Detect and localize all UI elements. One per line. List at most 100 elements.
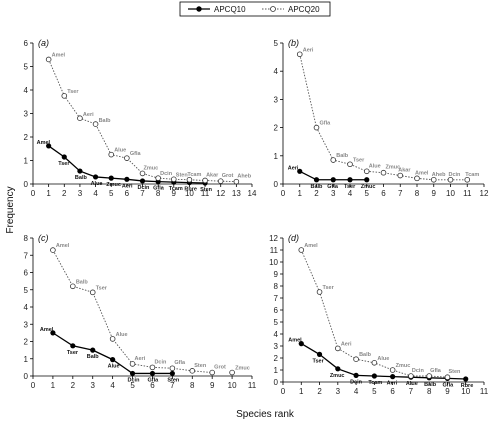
y-tick-label: 3 (274, 95, 279, 104)
point-label-apcq10: Gfla (153, 186, 165, 192)
x-tick-label: 8 (415, 189, 420, 198)
point-label-apcq10: Gfla (327, 184, 339, 190)
point-label-apcq20: Aheb (237, 174, 251, 180)
point-apcq20 (186, 176, 193, 183)
point-label-apcq20: Alue (114, 148, 126, 154)
x-tick-label: 3 (91, 381, 96, 390)
point-label-apcq20: Gfla (320, 121, 332, 127)
point-apcq20 (313, 124, 320, 131)
x-tick-label: 3 (336, 387, 341, 396)
panel-label: (c) (38, 233, 49, 243)
point-apcq10 (92, 174, 99, 180)
point-label-apcq20: Amel (304, 243, 318, 249)
x-tick-label: 6 (125, 189, 130, 198)
point-label-apcq10: Dcin (128, 377, 141, 383)
x-tick-label: 2 (71, 381, 76, 390)
x-tick-label: 0 (281, 387, 286, 396)
y-tick-label: 5 (274, 318, 279, 327)
panel-2: 0 1 2 3 4 5 6 7 8 0 1 2 3 4 5 6 7 8 9 10 11 (c) Amel Tser Balb Al… (24, 233, 257, 390)
x-tick-label: 0 (281, 189, 286, 198)
point-apcq20 (209, 369, 215, 376)
point-apcq20 (414, 175, 420, 182)
point-apcq20 (363, 168, 370, 175)
y-tick-label: 2 (274, 124, 279, 133)
point-apcq20 (139, 170, 146, 177)
y-tick-label: 6 (24, 269, 29, 278)
point-label-apcq20: Aeri (83, 112, 94, 118)
point-apcq20 (233, 178, 240, 185)
y-tick-label: 4 (274, 67, 279, 76)
x-tick-label: 0 (31, 381, 36, 390)
point-apcq10 (371, 373, 377, 379)
point-apcq20 (89, 289, 96, 296)
y-tick-label: 2 (24, 338, 29, 347)
point-apcq20 (426, 373, 432, 379)
point-label-apcq20: Sten (194, 363, 207, 369)
point-label-apcq20: Amel (52, 52, 66, 58)
point-label-apcq10: Dcin (350, 379, 363, 385)
y-tick-label: 0 (274, 378, 279, 387)
x-tick-label: 3 (331, 189, 336, 198)
x-tick-label: 2 (314, 189, 319, 198)
point-apcq20 (380, 169, 387, 176)
point-apcq20 (347, 161, 353, 168)
x-tick-label: 2 (317, 387, 322, 396)
x-tick-label: 12 (216, 189, 225, 198)
point-label-apcq10: Dcin (138, 185, 151, 191)
point-apcq20 (389, 367, 396, 373)
point-label-apcq10: Gfla (147, 377, 159, 383)
point-label-apcq10: Zmuc (106, 182, 121, 188)
x-tick-label: 7 (398, 189, 403, 198)
y-tick-label: 5 (24, 63, 29, 72)
point-label-apcq20: Aeri (303, 47, 314, 53)
point-label-apcq20: Dcin (154, 359, 167, 365)
point-label-apcq10: Alue (91, 181, 103, 187)
legend-marker-apcq10 (196, 6, 202, 12)
point-label-apcq10: Tser (67, 350, 79, 356)
point-label-apcq10: Tcam (169, 186, 183, 192)
x-tick-label: 8 (427, 387, 432, 396)
point-apcq10 (390, 374, 396, 380)
series-line-apcq20 (48, 59, 237, 183)
point-apcq10 (298, 341, 304, 347)
point-label-apcq20: Zmuc (396, 363, 411, 369)
point-label-apcq20: Tser (323, 285, 335, 291)
y-tick-label: 8 (24, 234, 29, 243)
y-tick-label: 5 (274, 39, 279, 48)
point-label-apcq10: Zmuc (330, 373, 345, 379)
point-label-apcq20: Sten (176, 172, 189, 178)
point-label-apcq20: Aeri (135, 356, 146, 362)
legend-box (179, 1, 331, 17)
point-label-apcq20: Balb (336, 153, 349, 159)
point-label-apcq20: Balb (76, 279, 89, 285)
point-apcq20 (149, 364, 156, 371)
point-label-apcq20: Zmuc (235, 366, 250, 372)
x-tick-label: 1 (299, 387, 304, 396)
point-apcq10 (347, 177, 353, 183)
x-tick-label: 6 (390, 387, 395, 396)
x-tick-label: 8 (156, 189, 161, 198)
x-tick-label: 10 (461, 387, 470, 396)
point-apcq10 (316, 351, 323, 357)
x-tick-label: 9 (172, 189, 177, 198)
point-apcq20 (229, 369, 235, 376)
point-apcq20 (217, 178, 224, 184)
point-apcq10 (169, 370, 175, 377)
point-label-apcq10: Amel (40, 327, 54, 333)
point-label-apcq10: Tser (58, 161, 70, 167)
point-apcq10 (313, 177, 320, 183)
x-tick-label: 8 (190, 381, 195, 390)
point-label-apcq20: Balb (359, 352, 372, 358)
point-apcq10 (335, 366, 341, 372)
point-label-apcq10: Tcam (368, 380, 382, 386)
y-tick-label: 4 (274, 330, 279, 339)
point-apcq20 (169, 365, 176, 372)
point-label-apcq20: Grot (222, 173, 234, 179)
point-label-apcq10: Amel (288, 338, 302, 344)
point-apcq20 (298, 247, 305, 253)
x-axis-title: Species rank (236, 409, 295, 420)
point-apcq20 (70, 283, 76, 290)
x-tick-label: 10 (185, 189, 194, 198)
